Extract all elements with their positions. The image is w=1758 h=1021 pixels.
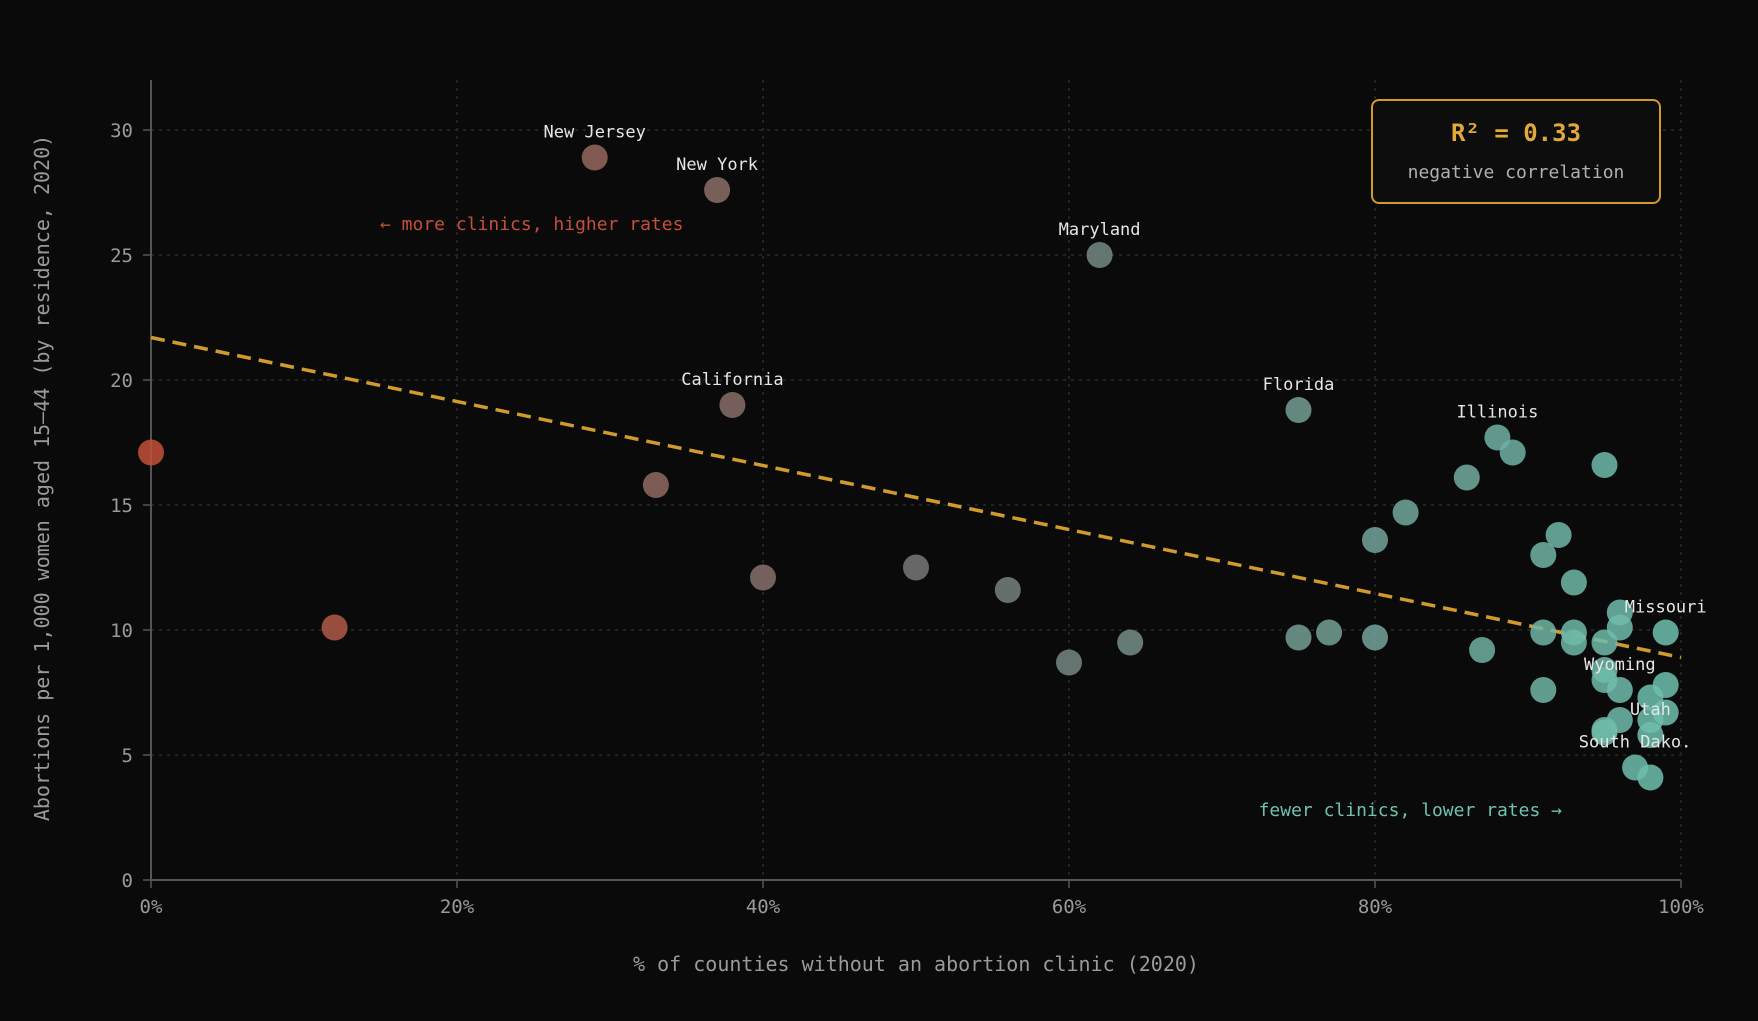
data-point[interactable] (1652, 699, 1679, 726)
data-point[interactable] (750, 564, 776, 591)
data-point[interactable] (321, 614, 348, 641)
y-tick-label: 5 (122, 745, 133, 767)
data-point[interactable] (138, 439, 164, 466)
point-label: Missouri (1625, 598, 1707, 618)
data-point[interactable] (1530, 619, 1557, 646)
point-label: Illinois (1456, 403, 1538, 423)
trend-line (150, 335, 1682, 660)
y-tick-label: 20 (110, 370, 133, 392)
data-point[interactable] (1606, 614, 1633, 641)
point-label: South Dako. (1579, 733, 1692, 753)
y-tick-label: 25 (110, 245, 133, 267)
data-point[interactable] (1560, 569, 1587, 596)
point-label: Utah (1630, 700, 1671, 720)
data-point[interactable] (1652, 672, 1679, 698)
data-point[interactable] (1362, 624, 1388, 651)
correlation-caption: negative correlation (1408, 162, 1625, 183)
y-axis-title: Abortions per 1,000 women aged 15–44 (by… (30, 135, 54, 821)
r-squared-value: R² = 0.33 (1451, 119, 1581, 147)
y-tick-label: 0 (122, 870, 133, 892)
data-point[interactable] (581, 144, 608, 171)
x-tick-label: 20% (440, 896, 475, 918)
x-tick-label: 0% (140, 896, 163, 918)
trend-layer (150, 335, 1682, 660)
data-point[interactable] (1056, 649, 1082, 676)
y-tick-label: 15 (110, 495, 133, 517)
data-point[interactable] (1117, 629, 1144, 656)
data-point[interactable] (1530, 677, 1557, 703)
annotation-more-clinics: ← more clinics, higher rates (380, 214, 683, 235)
data-point[interactable] (642, 472, 669, 498)
annotation-fewer-clinics: fewer clinics, lower rates → (1259, 800, 1563, 821)
point-layer (138, 144, 1679, 791)
point-label: California (681, 370, 783, 390)
data-point[interactable] (1637, 722, 1664, 748)
data-point[interactable] (1453, 464, 1480, 491)
data-point[interactable] (1652, 619, 1679, 646)
point-label: New Jersey (544, 123, 646, 143)
point-label: Florida (1263, 375, 1335, 395)
data-point[interactable] (1316, 619, 1343, 646)
x-tick-label: 100% (1658, 896, 1704, 918)
data-point[interactable] (1285, 397, 1312, 423)
data-point[interactable] (903, 554, 929, 581)
x-axis-title: % of counties without an abortion clinic… (633, 952, 1199, 976)
y-tick-label: 30 (110, 120, 133, 142)
data-point[interactable] (704, 177, 731, 203)
label-layer: New Jersey New York California Maryland Flor… (544, 123, 1707, 753)
data-point[interactable] (1499, 439, 1526, 466)
data-point[interactable] (1637, 764, 1664, 791)
y-tick-label: 10 (110, 620, 133, 642)
axis-layer: 0 5 10 15 20 25 30 0% 20% 40% 60% 80% 100% (110, 80, 1704, 918)
point-label: New York (676, 155, 758, 175)
point-label: Wyoming (1584, 655, 1656, 675)
data-point[interactable] (1086, 242, 1113, 268)
data-point[interactable] (1545, 522, 1572, 548)
x-tick-label: 80% (1358, 896, 1393, 918)
data-point[interactable] (719, 392, 746, 418)
data-point[interactable] (1469, 637, 1496, 663)
point-label: Maryland (1059, 220, 1141, 240)
data-point[interactable] (1362, 527, 1388, 553)
data-point[interactable] (1591, 452, 1618, 478)
stats-box: R² = 0.33 negative correlation (1371, 99, 1661, 204)
stats-box-frame (1371, 99, 1661, 204)
data-point[interactable] (1606, 677, 1633, 703)
data-point[interactable] (1285, 624, 1312, 651)
data-point[interactable] (994, 577, 1021, 603)
data-point[interactable] (1392, 499, 1419, 526)
data-point[interactable] (1560, 629, 1587, 656)
x-tick-label: 60% (1052, 896, 1087, 918)
x-tick-label: 40% (746, 896, 781, 918)
data-point[interactable] (1530, 542, 1557, 568)
data-point[interactable] (1591, 719, 1618, 746)
